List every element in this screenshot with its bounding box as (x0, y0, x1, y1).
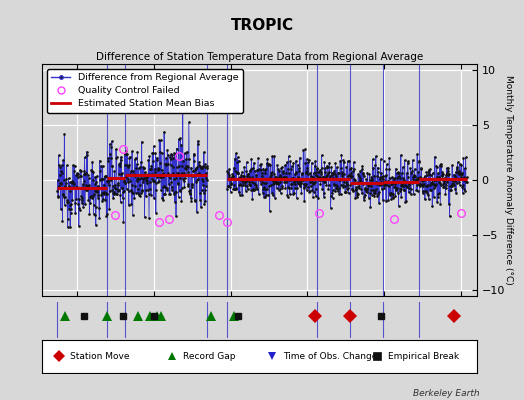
Text: TROPIC: TROPIC (231, 18, 293, 33)
Title: Difference of Station Temperature Data from Regional Average: Difference of Station Temperature Data f… (96, 52, 423, 62)
Text: Time of Obs. Change: Time of Obs. Change (283, 352, 378, 361)
Y-axis label: Monthly Temperature Anomaly Difference (°C): Monthly Temperature Anomaly Difference (… (505, 75, 514, 285)
Text: Berkeley Earth: Berkeley Earth (413, 389, 479, 398)
Text: Record Gap: Record Gap (183, 352, 236, 361)
Text: Station Move: Station Move (70, 352, 129, 361)
Text: Empirical Break: Empirical Break (388, 352, 459, 361)
Legend: Difference from Regional Average, Quality Control Failed, Estimated Station Mean: Difference from Regional Average, Qualit… (47, 69, 243, 113)
